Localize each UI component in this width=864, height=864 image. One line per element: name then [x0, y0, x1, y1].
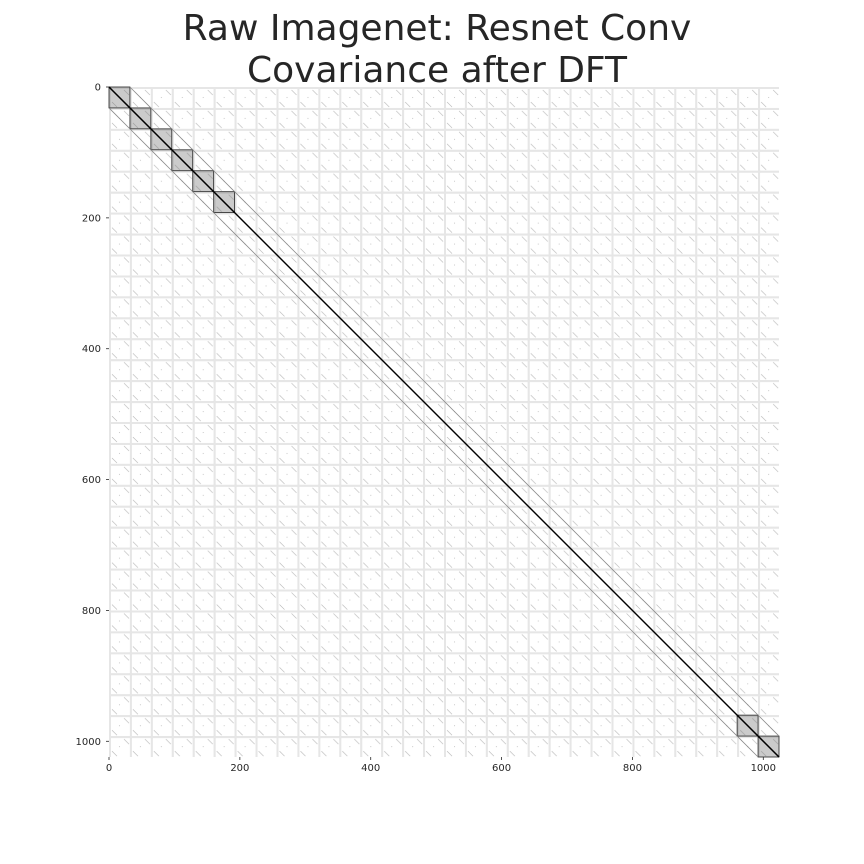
super-diagonal-streak	[192, 149, 214, 172]
sub-diagonal-streak	[255, 254, 277, 276]
super-diagonal-streak	[255, 212, 277, 234]
sub-diagonal-streak	[129, 128, 152, 151]
super-diagonal-streak	[548, 505, 570, 527]
sub-diagonal-streak	[569, 568, 591, 590]
super-diagonal-streak	[694, 652, 717, 674]
chart-title-line-1: Raw Imagenet: Resnet Conv	[182, 8, 692, 49]
super-diagonal-streak	[297, 254, 319, 276]
x-tick-label: 1000	[751, 763, 776, 774]
sub-diagonal-streak	[213, 212, 235, 234]
main-diagonal	[108, 86, 780, 758]
super-diagonal-streak	[674, 631, 696, 653]
sub-diagonal-streak	[611, 610, 633, 632]
super-diagonal-streak	[213, 170, 235, 192]
super-diagonal-streak	[129, 86, 152, 109]
y-tick-label: 0	[95, 83, 101, 94]
sub-diagonal-streak	[297, 296, 319, 318]
super-diagonal-streak	[736, 693, 759, 716]
sub-diagonal-streak	[485, 484, 508, 507]
super-diagonal-streak	[506, 463, 529, 486]
sub-diagonal-streak	[548, 547, 570, 569]
sub-diagonal-streak	[674, 672, 696, 695]
sub-diagonal-streak	[736, 735, 759, 758]
sub-diagonal-streak	[422, 421, 445, 444]
sub-diagonal-streak	[715, 714, 738, 737]
x-tick-label: 600	[492, 763, 511, 774]
x-tick-label: 0	[106, 763, 112, 774]
super-diagonal-streak	[590, 547, 612, 569]
heatmap-area	[108, 86, 780, 758]
super-diagonal-streak	[422, 379, 445, 402]
sub-diagonal-streak	[506, 505, 529, 527]
sub-diagonal-streak	[632, 631, 654, 653]
sub-diagonal-streak	[401, 400, 424, 423]
sub-diagonal-streak	[443, 442, 466, 465]
super-diagonal-streak	[611, 568, 633, 590]
y-tick-label: 800	[82, 606, 101, 617]
super-diagonal-streak	[171, 128, 194, 151]
sub-diagonal-streak	[150, 149, 173, 172]
super-diagonal-streak	[715, 672, 738, 695]
y-tick-label: 400	[82, 344, 101, 355]
super-diagonal-streak	[485, 442, 508, 465]
sub-diagonal-streak	[527, 526, 549, 548]
chart-title: Raw Imagenet: Resnet Conv Covariance aft…	[0, 8, 864, 92]
super-diagonal-streak	[757, 714, 780, 737]
sub-diagonal-streak	[359, 358, 382, 381]
sub-diagonal-streak	[171, 170, 194, 192]
y-tick-label: 200	[82, 213, 101, 224]
super-diagonal-streak	[380, 337, 403, 360]
super-diagonal-streak	[359, 317, 382, 339]
super-diagonal-streak	[150, 107, 173, 130]
sub-diagonal-streak	[339, 337, 361, 360]
super-diagonal-streak	[276, 233, 298, 255]
sub-diagonal-streak	[380, 379, 403, 402]
x-tick-label: 200	[230, 763, 249, 774]
super-diagonal-streak	[632, 589, 654, 611]
y-tick-label: 1000	[76, 737, 101, 748]
sub-diagonal-streak	[192, 191, 214, 213]
super-diagonal-streak	[569, 526, 591, 548]
y-tick-label: 600	[82, 475, 101, 486]
x-axis: 0 200 400 600 800 1000	[106, 757, 776, 774]
super-diagonal-streak	[401, 358, 424, 381]
chart-title-line-2: Covariance after DFT	[247, 50, 627, 91]
sub-diagonal-streak	[653, 652, 675, 674]
sub-diagonal-streak	[234, 233, 256, 255]
super-diagonal-streak	[464, 421, 487, 444]
super-diagonal-streak	[234, 191, 256, 213]
x-tick-label: 400	[361, 763, 380, 774]
sub-diagonal-streak	[464, 463, 487, 486]
sub-diagonal-streak	[590, 589, 612, 611]
sub-diagonal-streak	[318, 317, 340, 339]
super-diagonal-streak	[339, 296, 361, 318]
super-diagonal-streak	[443, 400, 466, 423]
sub-diagonal-streak	[276, 275, 298, 297]
sub-diagonal-streak	[694, 693, 717, 716]
super-diagonal-streak	[653, 610, 675, 632]
super-diagonal-streak	[318, 275, 340, 297]
sub-diagonal-streak	[108, 107, 131, 130]
y-axis: 0 200 400 600 800 1000	[76, 83, 109, 748]
x-tick-label: 800	[623, 763, 642, 774]
super-diagonal-streak	[527, 484, 549, 507]
